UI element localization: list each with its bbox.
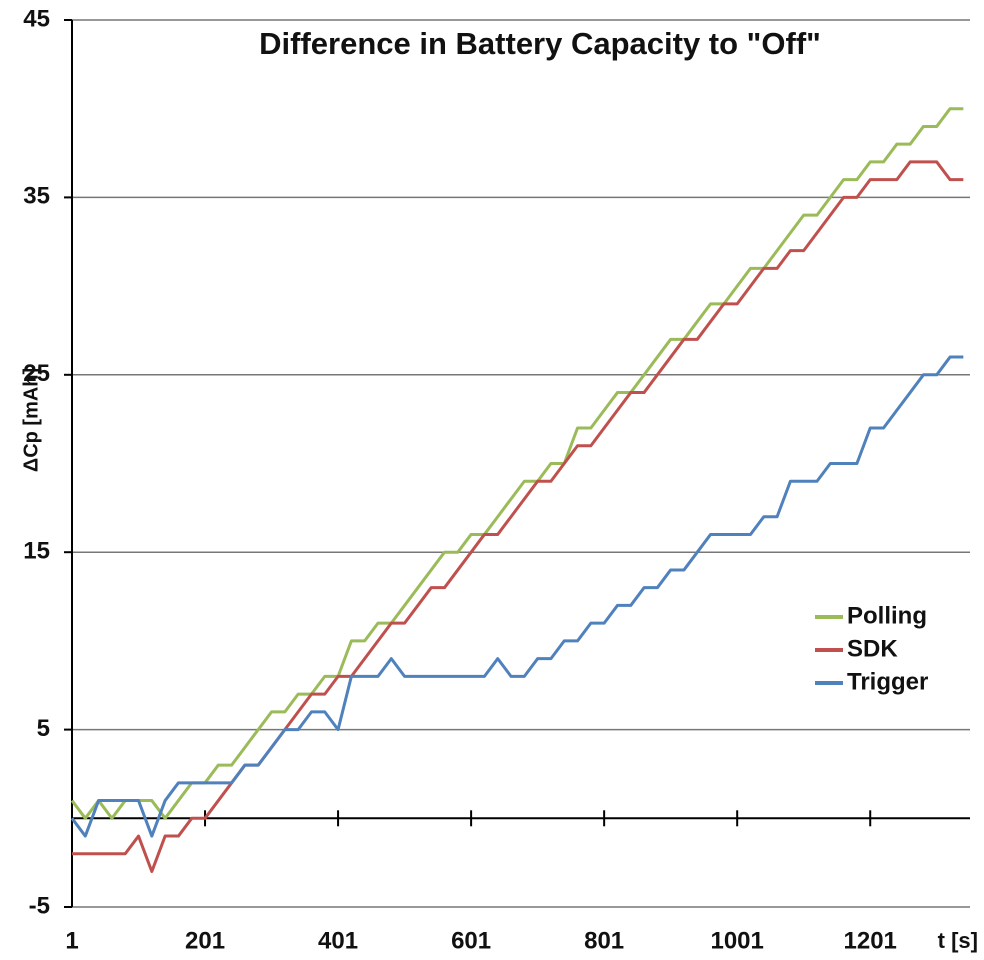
- chart-title: Difference in Battery Capacity to "Off": [259, 26, 821, 61]
- x-tick-label: 401: [318, 927, 358, 954]
- y-axis-label: ΔCp [mAh]: [20, 368, 42, 472]
- x-axis-label: t [s]: [938, 928, 978, 953]
- y-tick-label: -5: [29, 892, 50, 919]
- x-tick-label: 801: [584, 927, 624, 954]
- x-tick-label: 601: [451, 927, 491, 954]
- series-line: [72, 160, 964, 874]
- series-line: [70, 107, 964, 820]
- y-tick-label: 45: [23, 5, 50, 32]
- y-tick-label: 15: [23, 538, 50, 565]
- series-line: [70, 355, 964, 838]
- legend-label: SDK: [847, 635, 898, 662]
- x-tick-label: 1: [65, 927, 78, 954]
- x-tick-label: 1001: [710, 927, 763, 954]
- legend-label: Polling: [847, 602, 927, 629]
- y-tick-label: 35: [23, 183, 50, 210]
- x-tick-label: 201: [185, 927, 225, 954]
- y-tick-label: 25: [23, 360, 50, 387]
- legend-label: Trigger: [847, 668, 928, 695]
- y-tick-label: 5: [37, 715, 50, 742]
- x-tick-label: 1201: [844, 927, 897, 954]
